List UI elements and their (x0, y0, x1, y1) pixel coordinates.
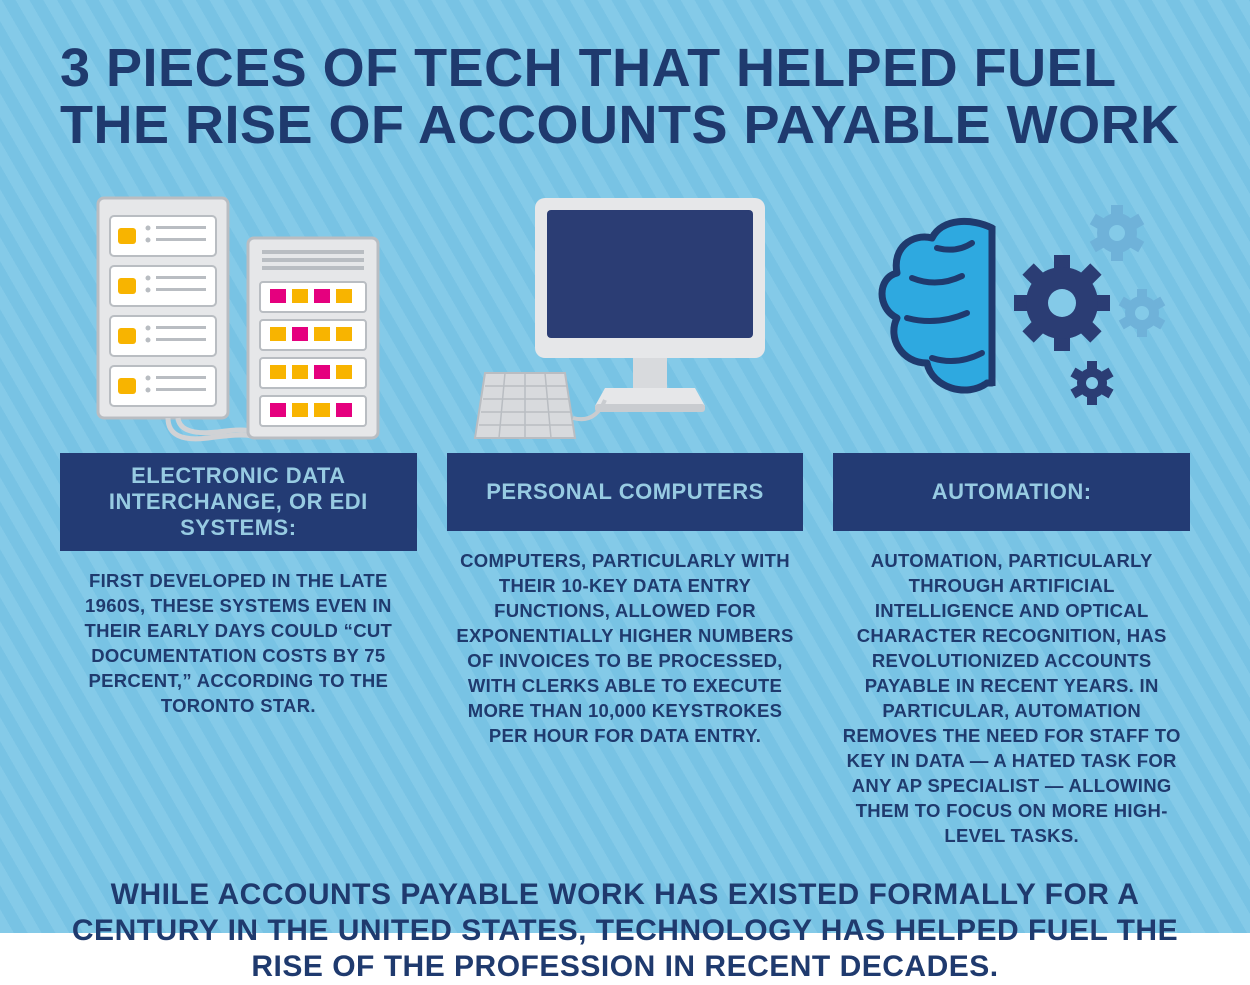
servers-icon (60, 183, 417, 453)
column-edi: ELECTRONIC DATA INTERCHANGE, OR EDI SYST… (60, 183, 417, 849)
infographic-content: 3 PIECES OF TECH THAT HELPED FUEL THE RI… (0, 0, 1250, 933)
computer-icon (447, 183, 804, 453)
body-automation: AUTOMATION, PARTICULARLY THROUGH ARTIFIC… (833, 549, 1190, 849)
page-title: 3 PIECES OF TECH THAT HELPED FUEL THE RI… (60, 40, 1190, 153)
column-automation: AUTOMATION: AUTOMATION, PARTICULARLY THR… (833, 183, 1190, 849)
columns-row: ELECTRONIC DATA INTERCHANGE, OR EDI SYST… (60, 183, 1190, 849)
footer-text: WHILE ACCOUNTS PAYABLE WORK HAS EXISTED … (60, 877, 1190, 985)
body-edi: FIRST DEVELOPED IN THE LATE 1960S, THESE… (60, 569, 417, 719)
label-pc: PERSONAL COMPUTERS (447, 453, 804, 531)
label-edi: ELECTRONIC DATA INTERCHANGE, OR EDI SYST… (60, 453, 417, 551)
column-pc: PERSONAL COMPUTERS COMPUTERS, PARTICULAR… (447, 183, 804, 849)
body-pc: COMPUTERS, PARTICULARLY WITH THEIR 10-KE… (447, 549, 804, 749)
brain-gears-icon (833, 183, 1190, 453)
label-automation: AUTOMATION: (833, 453, 1190, 531)
